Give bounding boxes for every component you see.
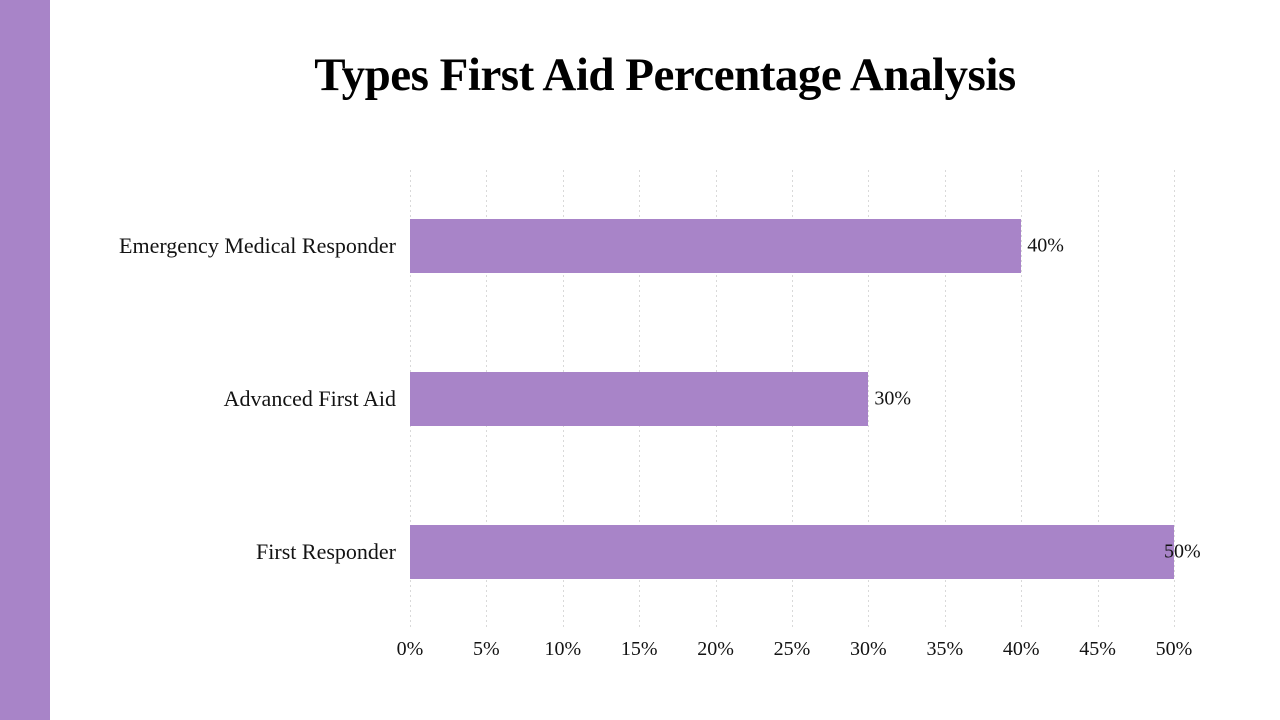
category-label: Advanced First Aid	[223, 386, 396, 411]
gridline	[944, 170, 946, 628]
gridline	[868, 170, 870, 628]
x-axis-tick-label: 35%	[926, 638, 964, 660]
bar-first-responder	[410, 524, 1174, 579]
accent-stripe	[0, 0, 50, 720]
x-axis-tick-label: 40%	[1002, 638, 1040, 660]
x-axis-tick-label: 10%	[544, 638, 582, 660]
x-axis-tick-label: 5%	[473, 638, 500, 660]
x-axis-tick-label: 0%	[396, 638, 424, 660]
gridline	[1174, 170, 1175, 628]
x-axis-tick-label: 45%	[1079, 638, 1116, 660]
value-label: 40%	[1027, 234, 1064, 257]
gridline	[1097, 170, 1099, 628]
category-label: First Responder	[256, 538, 396, 564]
value-label: 30%	[874, 387, 912, 410]
chart-title: Types First Aid Percentage Analysis	[314, 49, 1016, 101]
category-label: Emergency Medical Responder	[119, 233, 396, 259]
gridline	[1021, 170, 1023, 628]
bar-emergency-medical-responder	[410, 219, 1022, 274]
x-axis-tick-label: 15%	[620, 638, 658, 660]
bar-advanced-first-aid	[410, 372, 869, 426]
x-axis-tick-label: 30%	[850, 638, 887, 660]
x-axis-tick-label: 20%	[697, 638, 734, 660]
x-axis-tick-label: 50%	[1155, 638, 1193, 660]
value-label: 50%	[1164, 540, 1201, 563]
x-axis-tick-label: 25%	[773, 638, 811, 660]
